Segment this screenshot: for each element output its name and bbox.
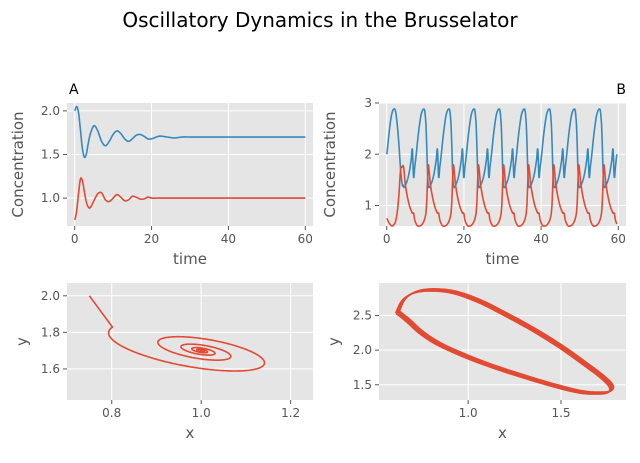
x-tick-label-C: 1.2 xyxy=(281,406,300,420)
panel-C: 0.8 1.0 1.2 1.6 1.8 2.0 x y xyxy=(13,283,313,442)
y-axis-label-D: y xyxy=(325,337,343,346)
x-tick-label-C: 1.0 xyxy=(192,406,211,420)
x-tick-label-A: 40 xyxy=(221,232,236,246)
x-tick-label-B: 60 xyxy=(611,232,626,246)
y-axis-label-C: y xyxy=(13,337,31,346)
series-line-D-5 xyxy=(398,288,615,393)
y-axis-label-B: Concentration xyxy=(321,111,339,217)
series-line-A-1 xyxy=(73,177,306,221)
y-tick-label-A: 2.0 xyxy=(41,104,60,118)
plot-area-C xyxy=(67,283,313,400)
panel-D: 1.0 1.5 1.5 2.0 2.5 x y xyxy=(325,283,626,442)
y-tick-label-C: 2.0 xyxy=(41,289,60,303)
x-tick-label-A: 0 xyxy=(71,232,79,246)
x-tick-label-A: 60 xyxy=(298,232,313,246)
x-tick-label-D: 1.5 xyxy=(551,406,570,420)
y-tick-label-C: 1.6 xyxy=(41,362,60,376)
panel-label-B: B xyxy=(616,82,626,98)
y-axis-label-A: Concentration xyxy=(9,111,27,217)
x-axis-label-B: time xyxy=(486,250,520,268)
y-tick-label-D: 1.5 xyxy=(353,378,372,392)
series-line-A-0 xyxy=(73,105,306,159)
plot-area-A xyxy=(67,103,313,226)
y-tick-label-A: 1.5 xyxy=(41,147,60,161)
series-line-B-1 xyxy=(386,164,618,227)
x-tick-label-C: 0.8 xyxy=(102,406,121,420)
y-tick-label-D: 2.0 xyxy=(353,343,372,357)
x-axis-label-D: x xyxy=(498,424,507,442)
x-tick-label-A: 20 xyxy=(144,232,159,246)
series-line-C-0 xyxy=(88,295,266,372)
x-axis-label-A: time xyxy=(173,250,207,268)
panel-label-A: A xyxy=(69,82,79,98)
y-tick-label-B: 2 xyxy=(364,147,372,161)
y-tick-label-C: 1.8 xyxy=(41,325,60,339)
x-tick-label-B: 0 xyxy=(383,232,391,246)
y-tick-label-B: 1 xyxy=(364,199,372,213)
panel-A: 0 20 40 60 1.0 1.5 2.0 time Concentration A xyxy=(9,82,313,268)
x-tick-label-D: 1.0 xyxy=(459,406,478,420)
panel-B: 0 20 40 60 1 2 3 time Concentration B xyxy=(321,82,626,268)
figure-title: Oscillatory Dynamics in the Brusselator xyxy=(122,8,518,32)
plot-area-D xyxy=(379,283,626,400)
x-tick-label-B: 20 xyxy=(456,232,471,246)
y-tick-label-D: 2.5 xyxy=(353,309,372,323)
x-axis-label-C: x xyxy=(186,424,195,442)
series-line-B-0 xyxy=(385,108,618,189)
x-tick-label-B: 40 xyxy=(533,232,548,246)
y-tick-label-B: 3 xyxy=(364,96,372,110)
y-tick-label-A: 1.0 xyxy=(41,191,60,205)
